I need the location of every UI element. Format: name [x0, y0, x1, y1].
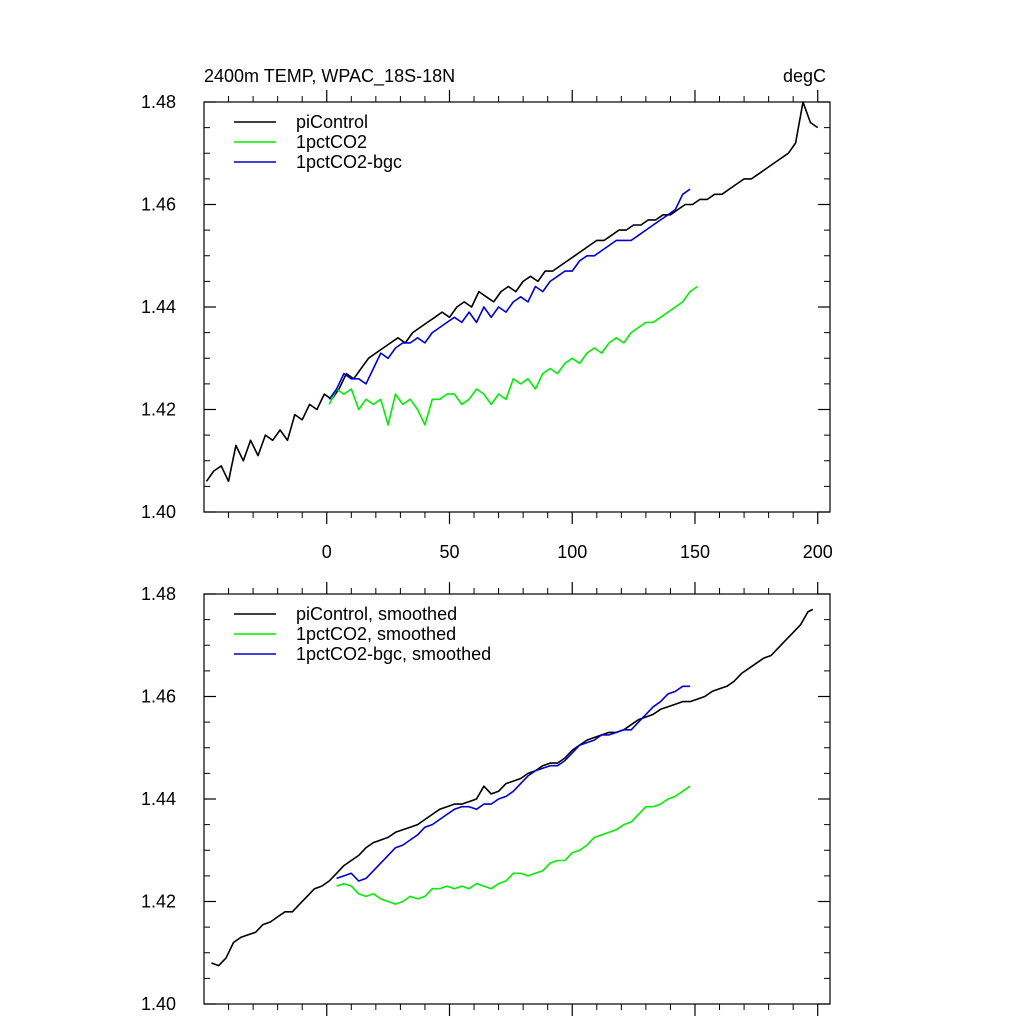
- top-panel: 2400m TEMP, WPAC_18S-18N degC 1.40 1.42 1.…: [141, 66, 833, 562]
- x-tick-label: 150: [680, 542, 710, 562]
- y-tick-label: 1.46: [141, 195, 176, 215]
- units-label: degC: [783, 66, 826, 86]
- series-line-1pctco2-bgc: [328, 188, 691, 400]
- series-line-1pctco2: [328, 285, 698, 426]
- legend-label: 1pctCO2-bgc, smoothed: [296, 644, 491, 664]
- y-tick-label: 1.46: [141, 687, 176, 707]
- legend-label: piControl, smoothed: [296, 604, 457, 624]
- y-tick-label: 1.44: [141, 789, 176, 809]
- x-tick-label: 200: [803, 542, 833, 562]
- legend-label: 1pctCO2-bgc: [296, 152, 402, 172]
- y-tick-label: 1.40: [141, 994, 176, 1014]
- y-tick-label: 1.44: [141, 297, 176, 317]
- y-tick-label: 1.48: [141, 584, 176, 604]
- y-tick-label: 1.42: [141, 400, 176, 420]
- x-tick-label: 50: [439, 542, 459, 562]
- series-line-picontrol-smoothed: [211, 608, 814, 967]
- x-tick-label: 100: [557, 542, 587, 562]
- series-line-1pctco2-smoothed: [336, 785, 691, 905]
- y-tick-label: 1.40: [141, 502, 176, 522]
- series-line-picontrol: [205, 101, 819, 483]
- series-line-1pctco2-bgc-smoothed: [336, 685, 691, 882]
- y-tick-label: 1.48: [141, 92, 176, 112]
- legend-label: 1pctCO2, smoothed: [296, 624, 456, 644]
- x-tick-label: 0: [322, 542, 332, 562]
- chart-title: 2400m TEMP, WPAC_18S-18N: [204, 66, 455, 87]
- legend-label: 1pctCO2: [296, 132, 367, 152]
- y-tick-label: 1.42: [141, 892, 176, 912]
- legend-label: piControl: [296, 112, 368, 132]
